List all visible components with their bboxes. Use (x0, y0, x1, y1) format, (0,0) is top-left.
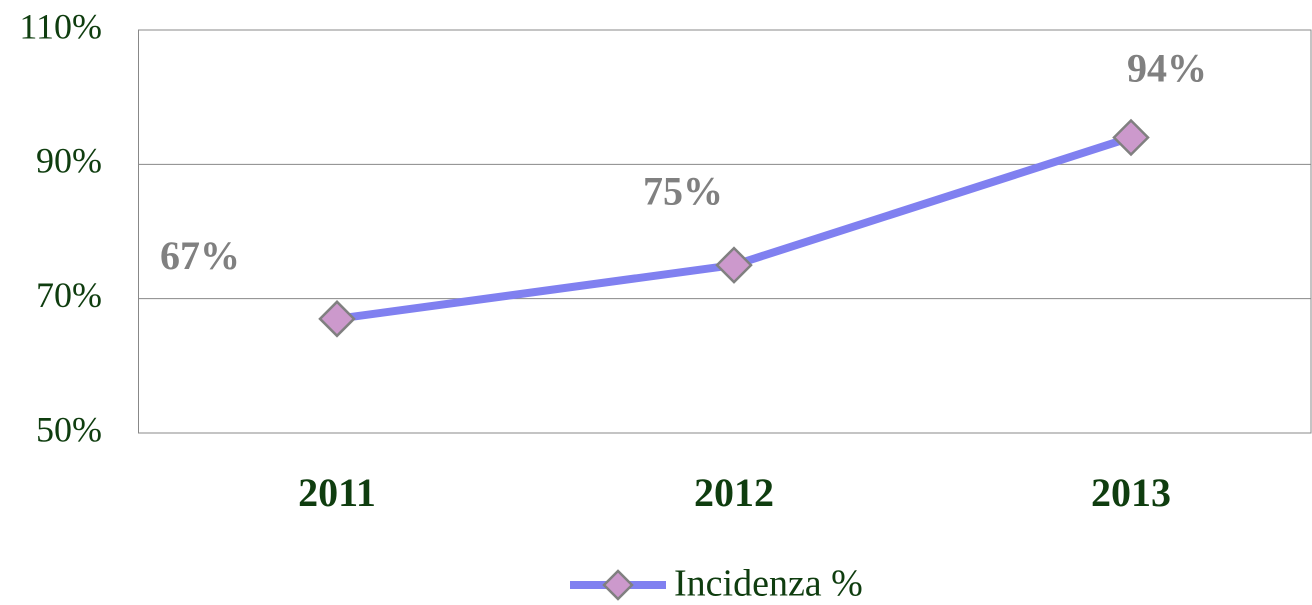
data-label: 94% (1127, 46, 1207, 91)
data-label: 67% (160, 233, 240, 278)
legend-label: Incidenza % (674, 563, 863, 605)
marker (1112, 118, 1150, 157)
x-tick-label: 2012 (694, 470, 774, 515)
y-tick-label: 90% (36, 141, 102, 181)
y-tick-label: 50% (36, 409, 102, 449)
x-tick-label: 2013 (1091, 470, 1171, 515)
y-tick-label: 110% (19, 6, 102, 46)
x-tick-label: 2011 (298, 470, 376, 515)
marker (715, 246, 753, 284)
y-tick-label: 70% (36, 275, 102, 315)
legend-marker (602, 569, 634, 601)
marker (318, 300, 356, 338)
data-label: 75% (643, 168, 723, 213)
